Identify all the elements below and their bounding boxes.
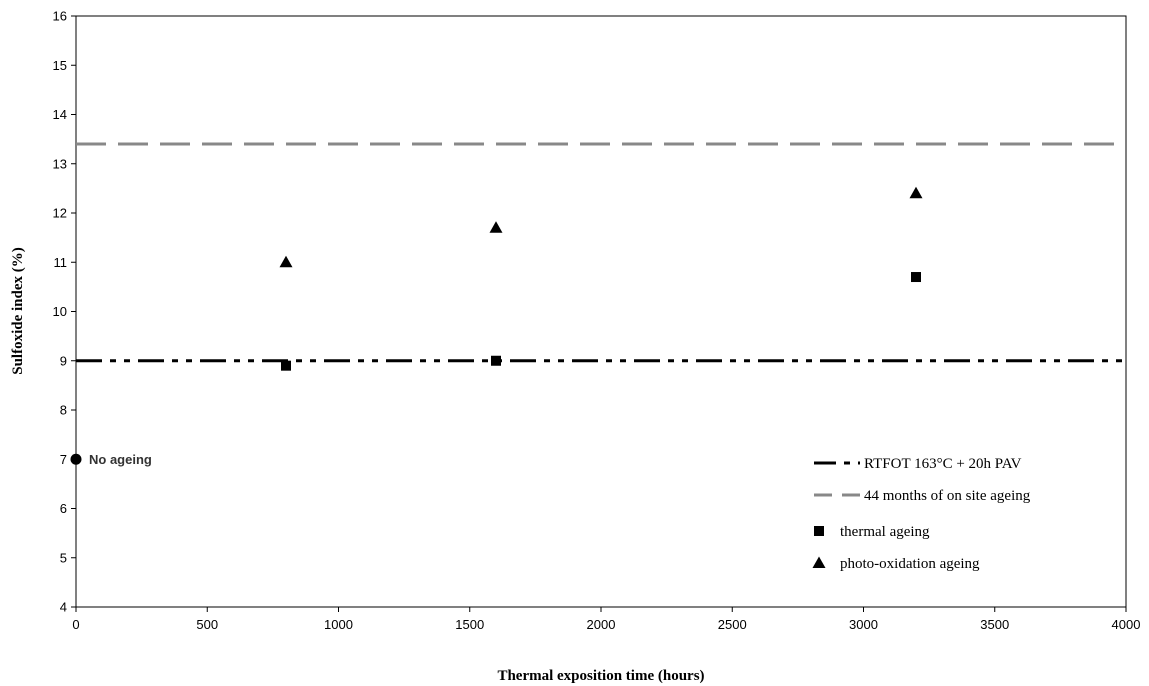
x-tick-label: 500: [196, 617, 218, 632]
x-axis-title: Thermal exposition time (hours): [497, 668, 704, 684]
x-tick-label: 1500: [455, 617, 484, 632]
x-tick-label: 2500: [718, 617, 747, 632]
legend-label: 44 months of on site ageing: [864, 488, 1031, 504]
y-tick-label: 10: [53, 304, 67, 319]
plot-area: [75, 15, 1127, 608]
y-tick-label: 15: [53, 58, 67, 73]
y-tick-label: 7: [60, 452, 67, 467]
photo-oxidation-point: [489, 221, 503, 233]
y-tick-label: 11: [54, 255, 68, 270]
plot-border: [75, 15, 1127, 608]
x-tick-label: 0: [72, 617, 79, 632]
y-tick-label: 6: [60, 501, 67, 516]
legend-label: photo-oxidation ageing: [840, 556, 980, 572]
y-tick-label: 5: [60, 550, 67, 565]
reference-lines: [76, 142, 1126, 363]
legend-label: RTFOT 163°C + 20h PAV: [864, 456, 1022, 472]
no-ageing-point: [70, 453, 82, 465]
y-tick-label: 8: [60, 403, 67, 418]
annotations: No ageing: [70, 452, 152, 467]
photo-oxidation-point: [279, 255, 293, 268]
y-tick-label: 14: [53, 107, 67, 122]
x-tick-label: 3500: [980, 617, 1009, 632]
photo-oxidation-point: [909, 186, 923, 199]
annotation-label: No ageing: [89, 452, 152, 467]
thermal-point: [281, 360, 291, 371]
y-tick-label: 16: [53, 9, 67, 24]
legend-marker-swatch: [812, 556, 826, 568]
thermal-point: [911, 272, 921, 283]
y-tick-label: 12: [53, 206, 67, 221]
x-tick-label: 2000: [587, 617, 616, 632]
axes: 4 5 6 7 8 9 10 11 12 13 14 15 16 0 500 1000 1500 2000 2500…: [53, 9, 1141, 633]
data-marks: [279, 186, 923, 371]
legend-label: thermal ageing: [840, 524, 930, 540]
legend: RTFOT 163°C + 20h PAV 44 months of on sit…: [812, 456, 1031, 572]
thermal-point: [491, 355, 501, 366]
x-tick-label: 4000: [1112, 617, 1141, 632]
y-axis-title: Sulfoxide index (%): [10, 247, 26, 375]
x-tick-label: 1000: [324, 617, 353, 632]
y-tick-label: 13: [53, 156, 67, 171]
y-tick-label: 9: [60, 353, 67, 368]
legend-marker-swatch: [814, 526, 824, 536]
y-tick-label: 4: [60, 600, 67, 615]
x-tick-label: 3000: [849, 617, 878, 632]
